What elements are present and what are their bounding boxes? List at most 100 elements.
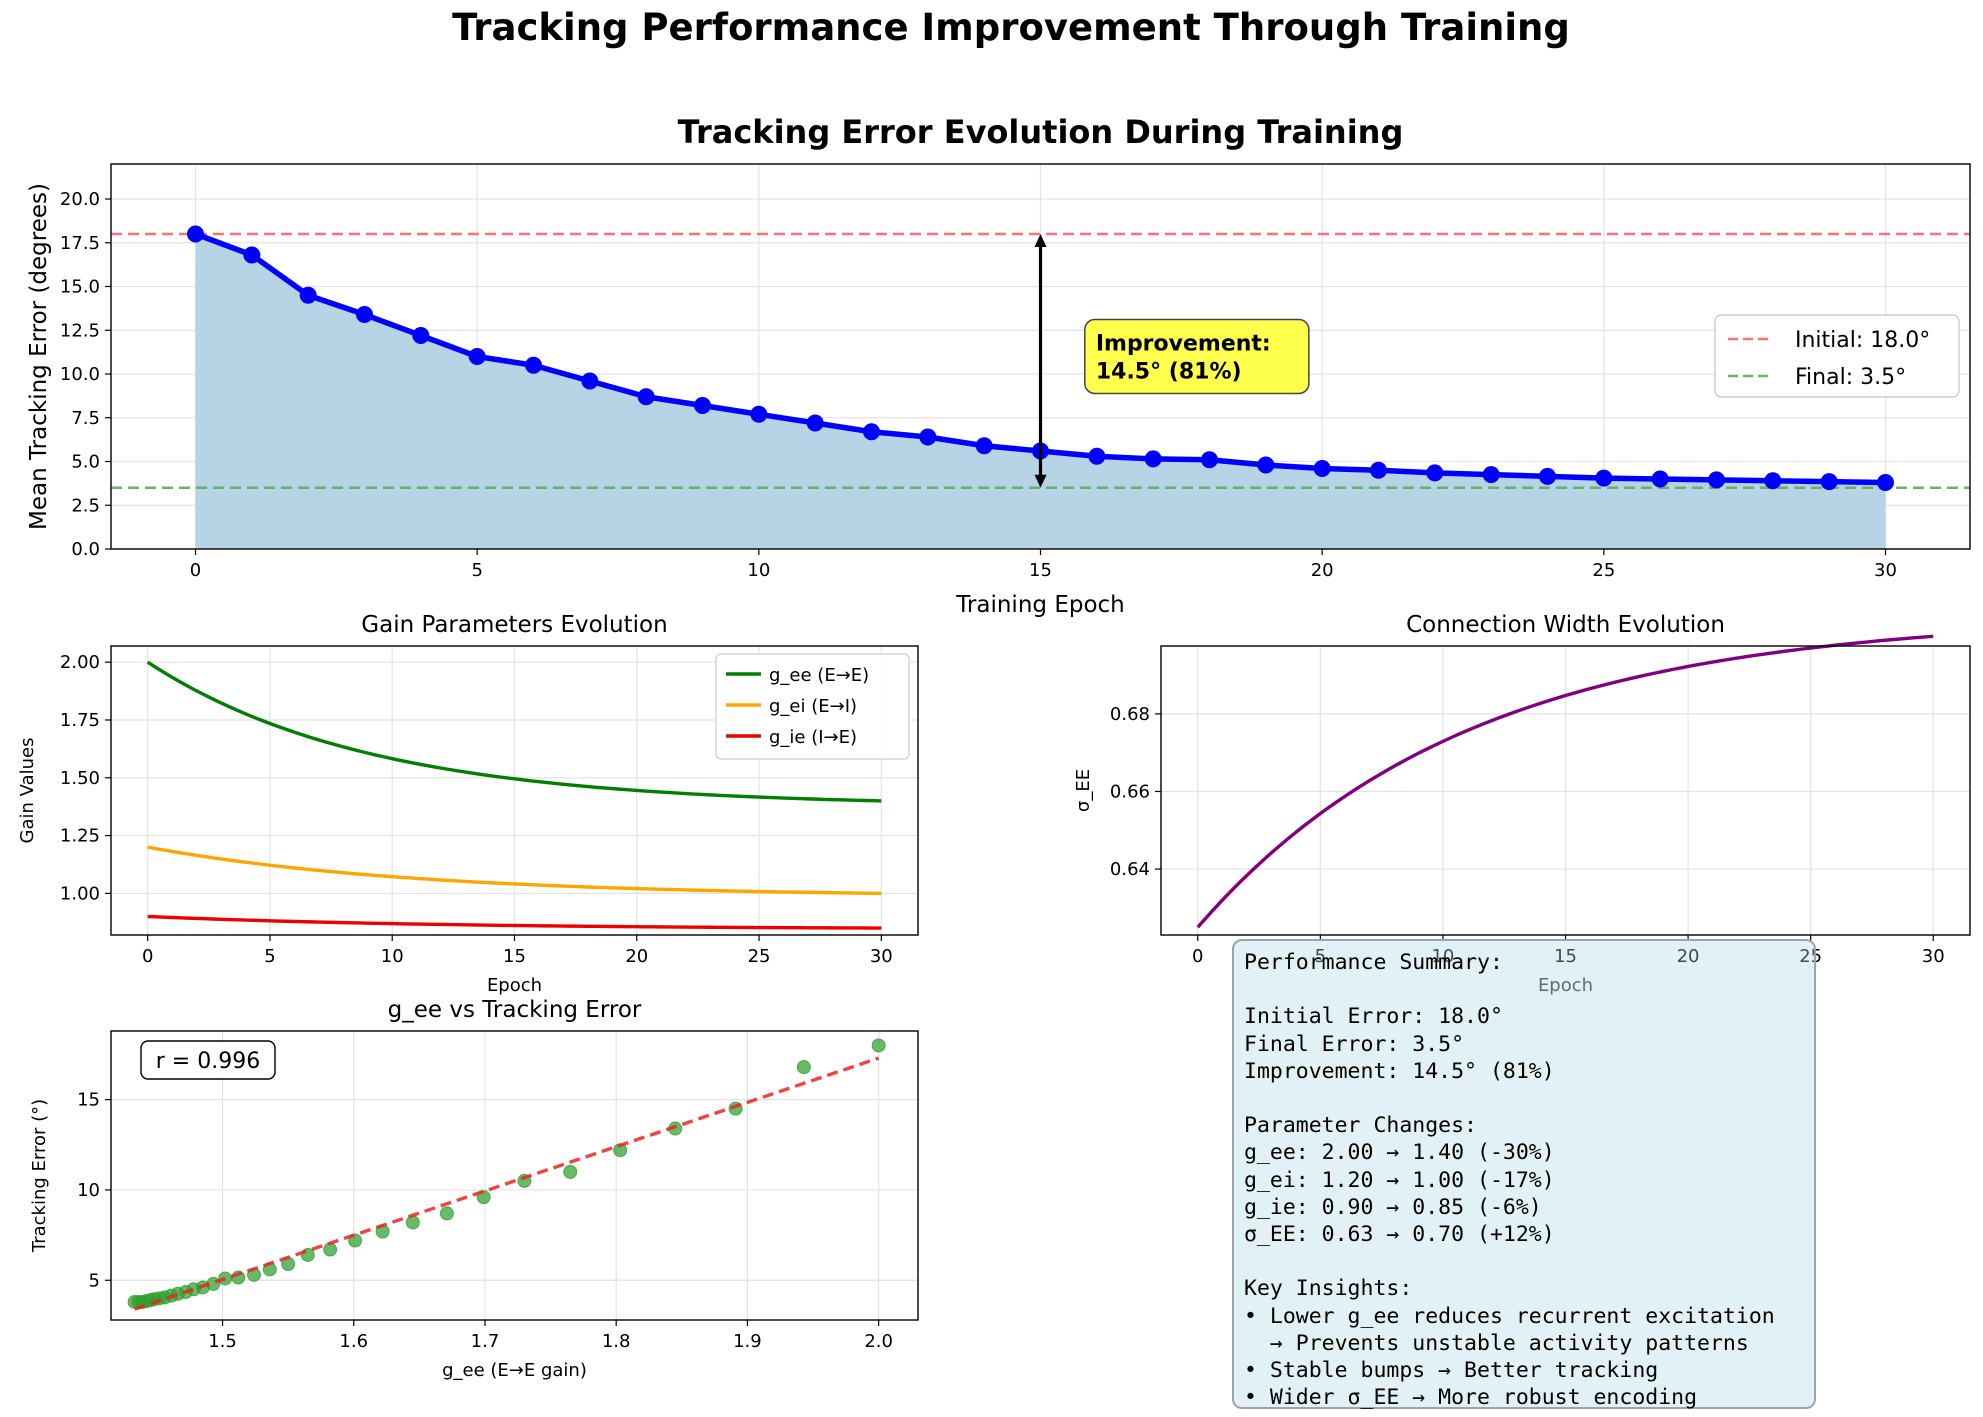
x-tick-label: 5 (264, 946, 275, 967)
y-tick-label: 10 (77, 1180, 100, 1201)
gain-series-line (147, 845, 882, 896)
y-axis-label: Mean Tracking Error (degrees) (26, 183, 52, 530)
gain-parameters-chart: 0 5 10 15 20 25 30 1.00 1.25 1.50 1.75 2.00 Gain Par… (17, 612, 919, 996)
x-tick-label: 0 (142, 946, 153, 967)
y-tick-label: 15.0 (60, 277, 100, 298)
correlation-box (140, 1040, 276, 1080)
x-tick-label: 2.0 (864, 1331, 893, 1352)
x-tick-label: 30 (1874, 560, 1897, 581)
legend-box (715, 653, 910, 760)
axes-frame (110, 163, 1971, 550)
x-tick-label: 1.9 (733, 1331, 762, 1352)
x-tick-label: 5 (471, 560, 482, 581)
chart-title: Gain Parameters Evolution (361, 612, 667, 638)
error-data-point (1426, 464, 1444, 482)
gee-vs-error-chart: 1.5 1.6 1.7 1.8 1.9 2.0 5 10 15 r = 0.996 g_ee vs … (29, 997, 919, 1381)
y-axis-label: σ_EE (1073, 769, 1094, 812)
x-tick-label: 15 (1554, 946, 1577, 967)
y-tick-label: 2.00 (60, 652, 100, 673)
x-tick-label: 25 (748, 946, 771, 967)
error-data-point (1313, 460, 1331, 477)
error-data-point (1764, 472, 1782, 490)
error-data-point (1820, 473, 1838, 491)
legend-label: g_ee (E→E) (769, 665, 869, 686)
x-tick-label: 1.6 (339, 1331, 368, 1352)
y-tick-label: 2.5 (71, 495, 100, 516)
x-tick-label: 10 (1431, 946, 1454, 967)
axes-frame (1160, 645, 1971, 936)
error-data-point (299, 286, 317, 304)
y-tick-label: 1.50 (60, 768, 100, 789)
scatter-point (405, 1215, 420, 1230)
chart-title: Tracking Error Evolution During Training (678, 113, 1404, 151)
gain-series-line (146, 660, 882, 803)
error-data-point (1595, 469, 1613, 487)
y-tick-label: 0.0 (71, 539, 100, 560)
x-tick-label: 25 (1799, 946, 1822, 967)
error-data-point (863, 423, 880, 441)
tracking-error-chart: 0 5 10 15 20 25 30 0.0 2.5 5.0 7.5 10.0 12.5 15.0 17.5… (26, 113, 1971, 618)
connection-width-chart: 0 5 10 15 20 25 30 0.64 0.66 0.68 Connection Width… (1073, 612, 1971, 996)
error-data-point (187, 225, 204, 243)
x-axis-label: g_ee (E→E gain) (442, 1360, 587, 1381)
figure-suptitle: Tracking Performance Improvement Through… (452, 6, 1570, 49)
error-data-point (1257, 456, 1275, 474)
error-data-point (1651, 470, 1669, 488)
legend-label: g_ei (E→I) (769, 696, 857, 717)
error-data-point (1877, 474, 1894, 491)
error-data-point (468, 348, 486, 365)
error-data-point (919, 428, 937, 446)
gain-series-line (147, 914, 882, 930)
scatter-point (323, 1242, 338, 1257)
error-data-point (1539, 467, 1556, 485)
scatter-point (563, 1164, 578, 1179)
scatter-point (796, 1060, 811, 1075)
y-tick-label: 0.64 (1110, 859, 1150, 880)
performance-summary-text: Performance Summary: Initial Error: 18.0… (1244, 950, 1775, 1411)
y-tick-label: 15 (77, 1090, 100, 1111)
y-tick-label: 0.68 (1110, 704, 1150, 725)
y-tick-label: 12.5 (60, 320, 100, 341)
x-tick-label: 1.8 (602, 1331, 631, 1352)
error-data-point (1088, 447, 1106, 465)
x-tick-label: 20 (1311, 560, 1334, 581)
error-data-point (356, 306, 373, 323)
error-data-point (750, 405, 768, 423)
arrow-head-top (1034, 234, 1047, 247)
x-tick-label: 5 (1315, 946, 1326, 967)
x-tick-label: 25 (1592, 560, 1615, 581)
chart-title: Connection Width Evolution (1406, 612, 1725, 638)
improvement-annotation-box (1084, 318, 1310, 395)
y-tick-label: 1.25 (60, 826, 100, 847)
x-tick-label: 0 (1192, 946, 1203, 967)
y-axis-label: Tracking Error (°) (29, 1099, 50, 1253)
error-data-point (1482, 466, 1500, 484)
error-data-point (581, 372, 599, 390)
error-data-point (412, 327, 430, 344)
error-data-point (694, 397, 711, 414)
x-tick-label: 30 (870, 946, 893, 967)
x-tick-label: 15 (503, 946, 526, 967)
error-data-point (1201, 451, 1218, 469)
scatter-point (439, 1206, 454, 1221)
sigma-series-line (1196, 634, 1934, 929)
scatter-point (871, 1038, 886, 1053)
y-tick-label: 0.66 (1110, 781, 1150, 802)
legend-box (1714, 314, 1960, 398)
error-data-point (637, 388, 655, 406)
improvement-annotation-text: 14.5° (81%) (1096, 360, 1242, 385)
x-tick-label: 10 (747, 560, 770, 581)
y-tick-label: 10.0 (60, 364, 100, 385)
legend-label: Initial: 18.0° (1795, 328, 1930, 353)
chart-title: g_ee vs Tracking Error (388, 997, 642, 1023)
error-area-fill (195, 234, 1886, 549)
fit-line (134, 1056, 880, 1311)
legend-label: Final: 3.5° (1795, 365, 1906, 390)
x-axis-label: Epoch (487, 975, 542, 996)
y-axis-label: Gain Values (17, 738, 38, 844)
improvement-annotation-text: Improvement: (1096, 332, 1271, 357)
error-data-point (806, 414, 824, 432)
x-tick-label: 0 (190, 560, 201, 581)
y-tick-label: 17.5 (60, 233, 100, 254)
